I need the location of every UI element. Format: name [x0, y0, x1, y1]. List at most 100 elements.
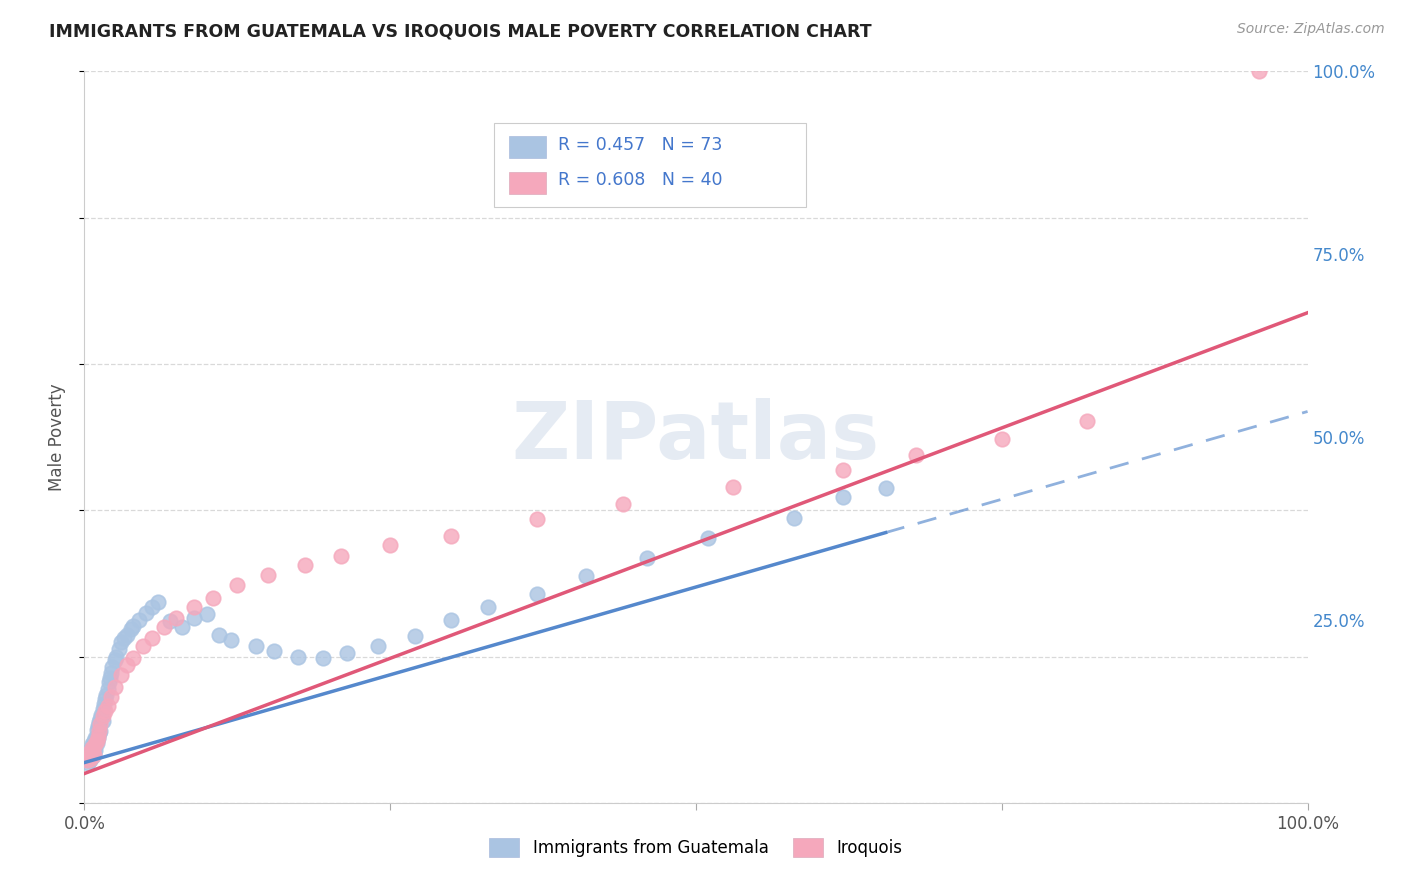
Point [183, 599, 205, 614]
Point [612, 497, 634, 511]
Point [132, 639, 155, 653]
Text: Source: ZipAtlas.com: Source: ZipAtlas.com [1237, 22, 1385, 37]
Point [87, 730, 110, 744]
Point [80, 740, 103, 755]
Point [87, 724, 110, 739]
Point [110, 667, 132, 681]
Point [87, 731, 110, 746]
Point [80, 740, 103, 755]
Point [575, 569, 598, 583]
Point [80, 750, 103, 764]
Point [93, 697, 115, 711]
Point [90, 708, 112, 723]
Point [86, 729, 108, 743]
Point [141, 599, 163, 614]
Point [404, 629, 426, 643]
Point [87, 726, 110, 740]
Point [77, 748, 100, 763]
Point [905, 448, 928, 462]
Point [380, 538, 402, 552]
Point [104, 680, 127, 694]
Point [219, 633, 242, 648]
Point [76, 753, 98, 767]
Point [100, 690, 122, 704]
Point [165, 611, 187, 625]
Point [77, 745, 100, 759]
Point [1076, 414, 1098, 428]
Point [82, 745, 104, 759]
Point [77, 746, 100, 760]
Point [208, 627, 231, 641]
Point [91, 709, 114, 723]
Point [183, 611, 205, 625]
Point [172, 620, 194, 634]
Point [94, 705, 117, 719]
Point [294, 558, 316, 573]
Point [257, 567, 280, 582]
Point [336, 646, 359, 660]
Legend: Immigrants from Guatemala, Iroquois: Immigrants from Guatemala, Iroquois [482, 831, 910, 864]
Point [115, 658, 138, 673]
Point [783, 510, 806, 524]
Point [77, 756, 100, 770]
Point [141, 632, 163, 646]
Point [83, 740, 105, 755]
Point [84, 743, 107, 757]
Point [697, 531, 720, 545]
Point [77, 750, 100, 764]
Point [831, 463, 853, 477]
Point [146, 594, 169, 608]
Point [440, 529, 463, 543]
Point [367, 639, 389, 653]
FancyBboxPatch shape [509, 172, 546, 194]
Text: ZIPatlas: ZIPatlas [512, 398, 880, 476]
Point [79, 748, 101, 763]
Point [128, 613, 150, 627]
Point [721, 480, 744, 494]
Point [84, 731, 107, 746]
Point [96, 688, 118, 702]
Point [91, 714, 114, 728]
Point [195, 607, 218, 621]
Point [97, 675, 120, 690]
Point [87, 719, 110, 733]
Point [122, 651, 145, 665]
FancyBboxPatch shape [509, 136, 546, 158]
Point [86, 723, 108, 737]
Point [77, 753, 100, 767]
Point [477, 599, 499, 614]
FancyBboxPatch shape [494, 122, 806, 207]
Point [110, 635, 132, 649]
Point [100, 665, 122, 680]
Point [1247, 64, 1270, 78]
Point [89, 716, 111, 731]
Point [83, 746, 105, 760]
Point [97, 682, 120, 697]
Point [112, 632, 135, 646]
Point [287, 649, 309, 664]
Point [991, 432, 1014, 446]
Point [79, 743, 101, 757]
Point [122, 619, 145, 633]
Point [440, 613, 463, 627]
Point [80, 737, 103, 751]
Point [526, 587, 548, 601]
Point [82, 739, 104, 753]
Point [94, 692, 117, 706]
Point [107, 642, 129, 657]
Point [245, 639, 267, 653]
Point [115, 627, 138, 641]
Text: IMMIGRANTS FROM GUATEMALA VS IROQUOIS MALE POVERTY CORRELATION CHART: IMMIGRANTS FROM GUATEMALA VS IROQUOIS MA… [49, 22, 872, 40]
Point [526, 512, 548, 526]
Point [201, 591, 224, 605]
Point [82, 748, 104, 763]
Point [79, 753, 101, 767]
Point [101, 660, 124, 674]
Point [83, 748, 105, 763]
Point [636, 550, 658, 565]
Point [263, 643, 285, 657]
Text: R = 0.457   N = 73: R = 0.457 N = 73 [558, 136, 723, 153]
Point [98, 672, 121, 686]
Y-axis label: Male Poverty: Male Poverty [48, 384, 66, 491]
Point [120, 622, 142, 636]
